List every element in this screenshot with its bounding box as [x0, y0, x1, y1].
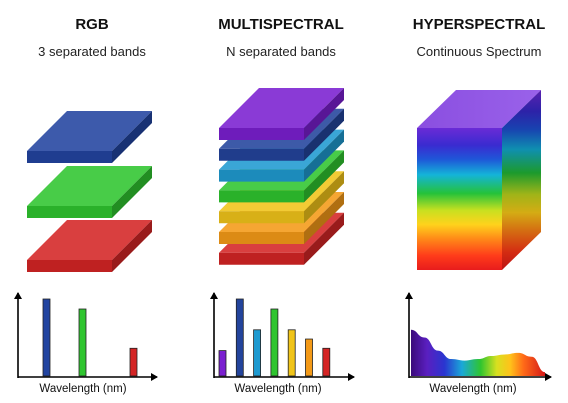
- multispectral-band-4-front: [219, 211, 304, 224]
- multispectral-bar-yellow: [287, 329, 296, 377]
- multispectral-band-6-front: [219, 252, 304, 265]
- multispectral-band-5-front: [219, 232, 304, 244]
- multispectral-xlabel: Wavelength (nm): [234, 383, 322, 395]
- rgb-band-2-front: [27, 260, 112, 272]
- multispectral-bar-chart: [218, 298, 331, 377]
- multispectral-band-2-side: [304, 129, 344, 182]
- rgb-bar-green: [78, 308, 87, 377]
- rgb-band-1-side: [112, 166, 152, 218]
- multispectral-band-6-side: [304, 212, 344, 265]
- hyperspectral-title: HYPERSPECTRAL: [412, 16, 546, 33]
- rgb-band-1-front: [27, 206, 112, 218]
- rgb-axes: [14, 292, 158, 381]
- multispectral-band-0-top: [219, 88, 344, 128]
- hyperspectral-cube-front: [417, 128, 502, 270]
- hyperspectral-cube: [417, 90, 541, 270]
- rgb-subtitle: 3 separated bands: [38, 44, 146, 59]
- rgb-band-0-front: [27, 151, 112, 163]
- rgb-xlabel: Wavelength (nm): [39, 383, 127, 395]
- multispectral-band-stack: [219, 88, 344, 265]
- multispectral-band-5-side: [304, 192, 344, 244]
- rgb-title: RGB: [75, 16, 109, 33]
- hyperspectral-axes: [405, 292, 552, 381]
- multispectral-title: MULTISPECTRAL: [218, 16, 344, 33]
- rgb-band-2-top: [27, 220, 152, 260]
- multispectral-band-3-side: [304, 150, 344, 203]
- multispectral-band-1-front: [219, 148, 304, 161]
- multispectral-band-3-front: [219, 190, 304, 203]
- multispectral-band-2-front: [219, 169, 304, 182]
- multispectral-axes: [210, 292, 355, 381]
- rgb-band-1-top: [27, 166, 152, 206]
- multispectral-bar-cyan: [253, 329, 262, 377]
- multispectral-bar-blue: [235, 298, 244, 377]
- multispectral-subtitle: N separated bands: [226, 44, 336, 59]
- rgb-bar-chart: [42, 298, 138, 377]
- hyperspectral-subtitle: Continuous Spectrum: [416, 44, 542, 59]
- multispectral-bar-red: [322, 347, 331, 377]
- rgb-band-2-side: [112, 220, 152, 272]
- rgb-bar-blue: [42, 298, 51, 377]
- multispectral-bar-green: [270, 308, 279, 377]
- rgb-bar-red: [129, 347, 138, 377]
- multispectral-bar-violet: [218, 350, 227, 377]
- rgb-band-stack: [27, 111, 152, 272]
- multispectral-bar-orange: [305, 338, 313, 377]
- hyperspectral-cube-top: [417, 90, 541, 128]
- rgb-band-0-side: [112, 111, 152, 163]
- multispectral-band-0-front: [219, 128, 304, 140]
- multispectral-band-1-side: [304, 108, 344, 161]
- rgb-band-0-top: [27, 111, 152, 151]
- hyperspectral-area-curve: [411, 329, 545, 376]
- hyperspectral-cube-side: [502, 90, 541, 270]
- multispectral-band-4-side: [304, 171, 344, 224]
- multispectral-band-0-side: [304, 88, 344, 140]
- hyperspectral-xlabel: Wavelength (nm): [429, 383, 517, 395]
